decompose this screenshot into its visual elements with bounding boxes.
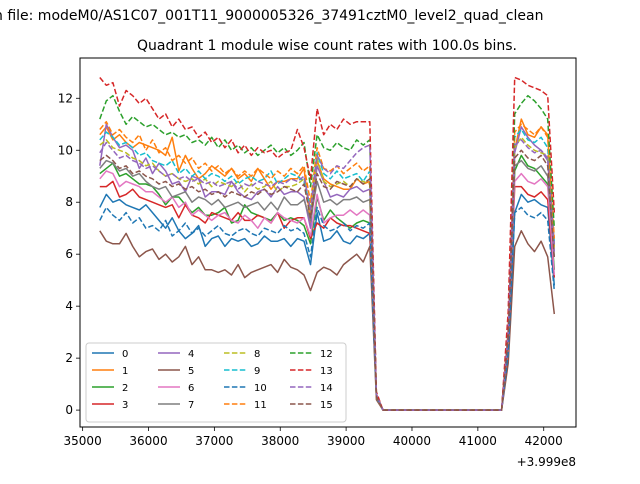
legend-label-7: 7: [188, 400, 194, 411]
legend-label-6: 6: [188, 383, 194, 394]
legend-label-4: 4: [188, 349, 194, 360]
x-tick-label: 40000: [393, 434, 431, 448]
series-line-9: [99, 128, 556, 411]
axes-layer: 35000 36000 37000 38000 39000 40000 41000 42000…: [58, 91, 563, 448]
y-tick-label: 2: [65, 351, 73, 365]
plot-frame: [79, 57, 577, 428]
x-offset-label: +3.999e8: [517, 455, 576, 469]
legend-label-10: 10: [254, 383, 267, 394]
y-tick-label: 10: [58, 143, 73, 157]
legend-label-2: 2: [122, 383, 128, 394]
series-line-14: [99, 139, 556, 411]
legend-label-5: 5: [188, 366, 194, 377]
x-tick-label: 38000: [261, 434, 299, 448]
legend-label-9: 9: [254, 366, 260, 377]
y-tick-label: 8: [65, 195, 73, 209]
chart-title: Quadrant 1 module wise count rates with …: [137, 38, 517, 54]
y-tick-label: 0: [65, 403, 73, 417]
legend-label-12: 12: [320, 349, 333, 360]
legend-label-3: 3: [122, 400, 128, 411]
series-line-15: [99, 149, 556, 411]
x-tick-label: 35000: [64, 434, 102, 448]
x-tick-label: 39000: [327, 434, 365, 448]
legend-label-14: 14: [320, 383, 333, 394]
legend-frame: [85, 342, 347, 423]
legend-label-0: 0: [122, 349, 128, 360]
series-line-12: [99, 94, 556, 411]
y-tick-label: 4: [65, 299, 73, 313]
legend-label-13: 13: [320, 366, 333, 377]
legend-label-11: 11: [254, 400, 267, 411]
x-tick-label: 36000: [129, 434, 167, 448]
y-tick-label: 12: [58, 91, 73, 105]
legend-label-15: 15: [320, 400, 333, 411]
x-tick-label: 37000: [195, 434, 233, 448]
figure-suptitle: n file: modeM0/AS1C07_001T11_9000005326_…: [0, 8, 543, 24]
x-tick-label: 41000: [459, 434, 497, 448]
legend-label-8: 8: [254, 349, 260, 360]
x-tick-label: 42000: [525, 434, 563, 448]
series-layer: [99, 76, 556, 411]
series-line-13: [99, 76, 556, 411]
legend-label-1: 1: [122, 366, 128, 377]
y-tick-label: 6: [65, 247, 73, 261]
